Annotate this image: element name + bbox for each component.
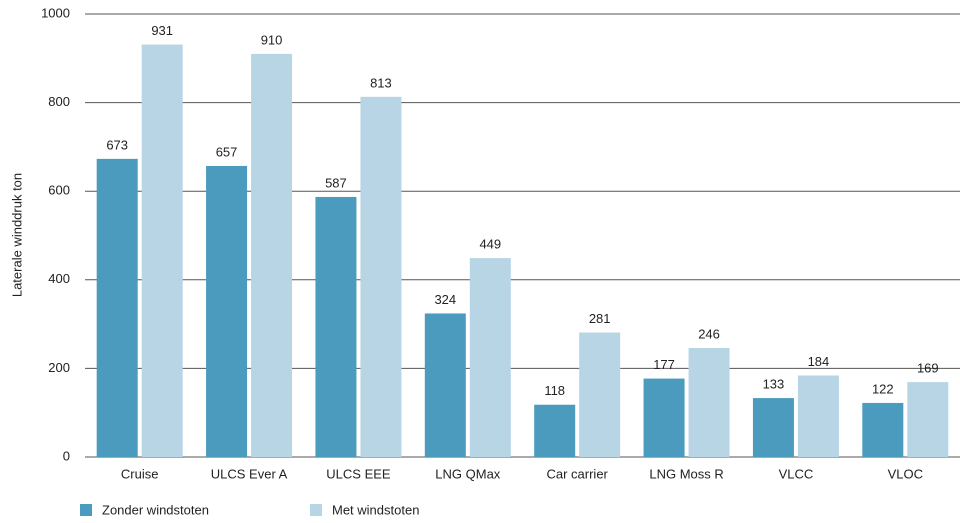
bar <box>469 258 511 457</box>
bar <box>862 402 904 457</box>
bar <box>206 165 248 457</box>
value-label: 122 <box>872 381 894 396</box>
value-label: 931 <box>151 23 173 38</box>
x-tick-label: ULCS Ever A <box>211 466 288 481</box>
value-label: 449 <box>479 237 501 252</box>
bar <box>96 158 138 457</box>
y-tick-label: 200 <box>48 360 70 375</box>
value-label: 169 <box>917 361 939 376</box>
bar <box>907 382 949 457</box>
value-label: 133 <box>763 377 785 392</box>
legend-swatch <box>310 504 322 516</box>
y-tick-label: 400 <box>48 271 70 286</box>
value-label: 673 <box>106 137 128 152</box>
bar <box>643 378 685 457</box>
x-tick-label: ULCS EEE <box>326 466 391 481</box>
bar <box>797 375 839 457</box>
x-tick-label: LNG QMax <box>435 466 501 481</box>
value-label: 910 <box>261 32 283 47</box>
y-tick-label: 1000 <box>41 5 70 20</box>
value-label: 281 <box>589 311 611 326</box>
bar <box>752 398 794 457</box>
value-label: 184 <box>808 354 830 369</box>
bar <box>360 96 402 457</box>
legend-swatch <box>80 504 92 516</box>
value-label: 657 <box>216 144 238 159</box>
x-tick-label: VLCC <box>779 466 814 481</box>
bar <box>251 53 293 458</box>
bar <box>424 313 466 457</box>
value-label: 324 <box>434 292 456 307</box>
value-label: 587 <box>325 175 347 190</box>
x-tick-label: LNG Moss R <box>649 466 723 481</box>
bar <box>315 196 357 458</box>
bar <box>688 348 730 457</box>
bar <box>141 44 183 457</box>
y-tick-label: 0 <box>63 448 70 463</box>
x-tick-label: Cruise <box>121 466 159 481</box>
legend-label: Met windstoten <box>332 502 419 517</box>
value-label: 246 <box>698 326 720 341</box>
bar <box>579 332 621 457</box>
y-tick-label: 800 <box>48 94 70 109</box>
bar <box>534 404 576 457</box>
y-axis-label: Laterale winddruk ton <box>9 173 24 297</box>
legend-label: Zonder windstoten <box>102 502 209 517</box>
x-tick-label: VLOC <box>888 466 923 481</box>
value-label: 813 <box>370 75 392 90</box>
x-tick-label: Car carrier <box>546 466 608 481</box>
y-tick-label: 600 <box>48 183 70 198</box>
value-label: 118 <box>544 383 565 398</box>
value-label: 177 <box>653 357 675 372</box>
